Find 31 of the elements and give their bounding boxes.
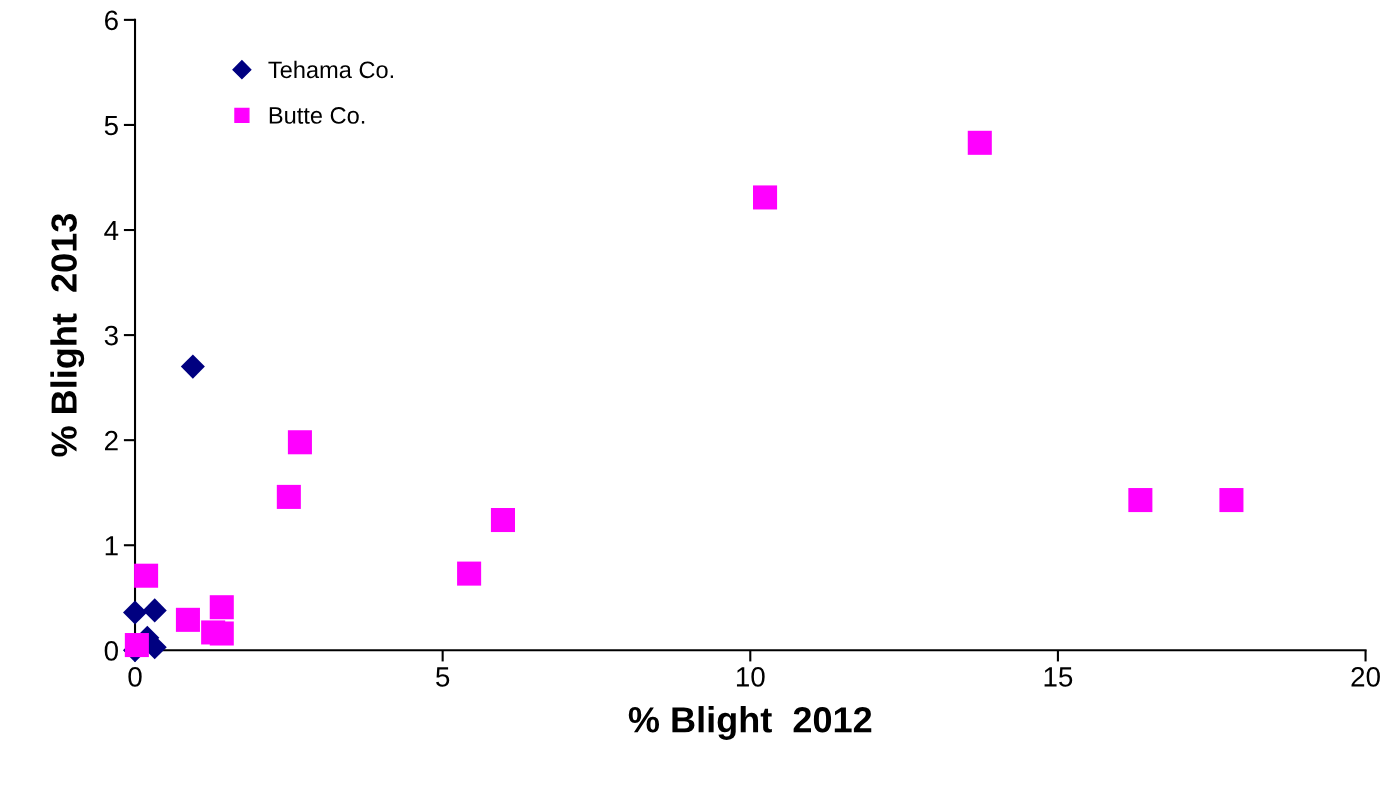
point [175, 607, 200, 632]
y-tick-label: 4 [104, 220, 119, 241]
x-tick-label: 10 [736, 667, 765, 687]
y-axis-title: % Blight 2013 [50, 213, 85, 457]
legend-label: Tehama Co. [268, 60, 394, 79]
point [753, 185, 778, 210]
x-axis-title: % Blight 2012 [628, 706, 872, 740]
point [142, 598, 167, 623]
point [967, 130, 992, 155]
x-tick-label: 0 [128, 667, 142, 687]
y-tick-label: 1 [105, 536, 118, 556]
point [209, 595, 234, 620]
point [287, 430, 312, 455]
point [457, 561, 482, 586]
y-tick-label: 2 [105, 430, 118, 451]
point [134, 563, 159, 588]
point [1219, 488, 1244, 513]
y-tick-label: 6 [105, 10, 118, 31]
point [490, 507, 515, 533]
x-tick-label: 5 [436, 667, 450, 687]
x-tick-label: 15 [1044, 667, 1073, 687]
y-tick-label: 0 [104, 640, 118, 661]
y-tick-label: 3 [104, 325, 118, 346]
point [180, 354, 205, 379]
point [209, 621, 234, 646]
point [1128, 488, 1153, 513]
legend-label: Butte Co. [269, 107, 365, 124]
x-tick-label: 20 [1351, 667, 1380, 687]
point [276, 484, 301, 509]
point [123, 600, 148, 625]
y-tick-label: 5 [104, 115, 118, 136]
